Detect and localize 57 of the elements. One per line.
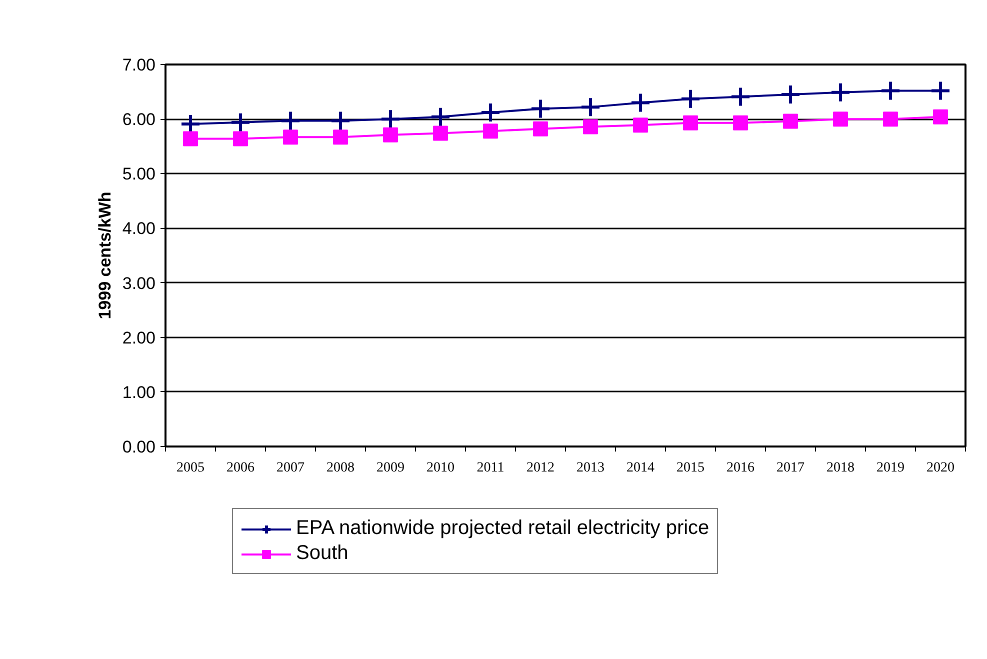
point — [280, 110, 301, 132]
y-tick-label: 5.00 — [122, 164, 156, 184]
x-tick-label: 2010 — [426, 460, 454, 476]
y-tick-label: 3.00 — [122, 274, 156, 293]
point — [230, 112, 251, 133]
x-tick-label: 2009 — [376, 460, 404, 476]
point — [880, 80, 901, 102]
point — [183, 131, 198, 146]
point — [633, 118, 648, 133]
x-tick-label: 2011 — [476, 460, 504, 476]
point — [730, 86, 751, 108]
point — [430, 106, 451, 128]
point — [883, 112, 898, 127]
point — [533, 121, 548, 136]
x-tick-label: 2005 — [176, 460, 204, 476]
y-tick-label: 4.00 — [122, 219, 156, 238]
y-tick-label: 2.00 — [122, 328, 156, 348]
x-tick-label: 2016 — [726, 460, 754, 476]
legend-label: EPA nationwide projected retail electricity price — [296, 517, 710, 540]
point — [583, 119, 598, 134]
y-tick-label: 1.00 — [122, 382, 156, 402]
x-tick-label: 2014 — [626, 460, 654, 476]
point — [580, 96, 601, 118]
point — [233, 131, 248, 146]
point — [630, 92, 651, 114]
point — [333, 130, 348, 145]
x-tick-label: 2017 — [776, 460, 804, 476]
y-axis-title: 1999 cents/kWh — [95, 192, 114, 320]
x-tick-label: 2006 — [226, 460, 254, 476]
x-tick-label: 2007 — [276, 460, 304, 476]
point — [433, 126, 448, 141]
x-tick-label: 2018 — [826, 460, 854, 476]
x-tick-label: 2019 — [876, 460, 904, 476]
point — [933, 109, 948, 124]
point — [483, 124, 498, 139]
point — [830, 82, 851, 103]
x-tick-label: 2012 — [526, 460, 554, 476]
point — [783, 114, 798, 129]
y-tick-label: 0.00 — [122, 438, 156, 456]
point — [330, 110, 351, 132]
y-tick-label: 6.00 — [122, 110, 156, 130]
point — [680, 88, 701, 110]
point — [683, 115, 698, 130]
point — [530, 98, 551, 120]
point — [930, 80, 951, 102]
point — [733, 115, 748, 130]
point — [780, 84, 801, 106]
point — [383, 127, 398, 142]
x-tick-label: 2013 — [576, 460, 604, 476]
point — [283, 130, 298, 145]
x-tick-label: 2020 — [926, 460, 954, 476]
x-tick-label: 2008 — [326, 460, 354, 476]
x-tick-label: 2015 — [676, 460, 704, 476]
point — [833, 112, 848, 127]
point — [480, 102, 501, 124]
legend-label: South — [296, 542, 348, 565]
y-tick-label: 7.00 — [122, 56, 156, 74]
